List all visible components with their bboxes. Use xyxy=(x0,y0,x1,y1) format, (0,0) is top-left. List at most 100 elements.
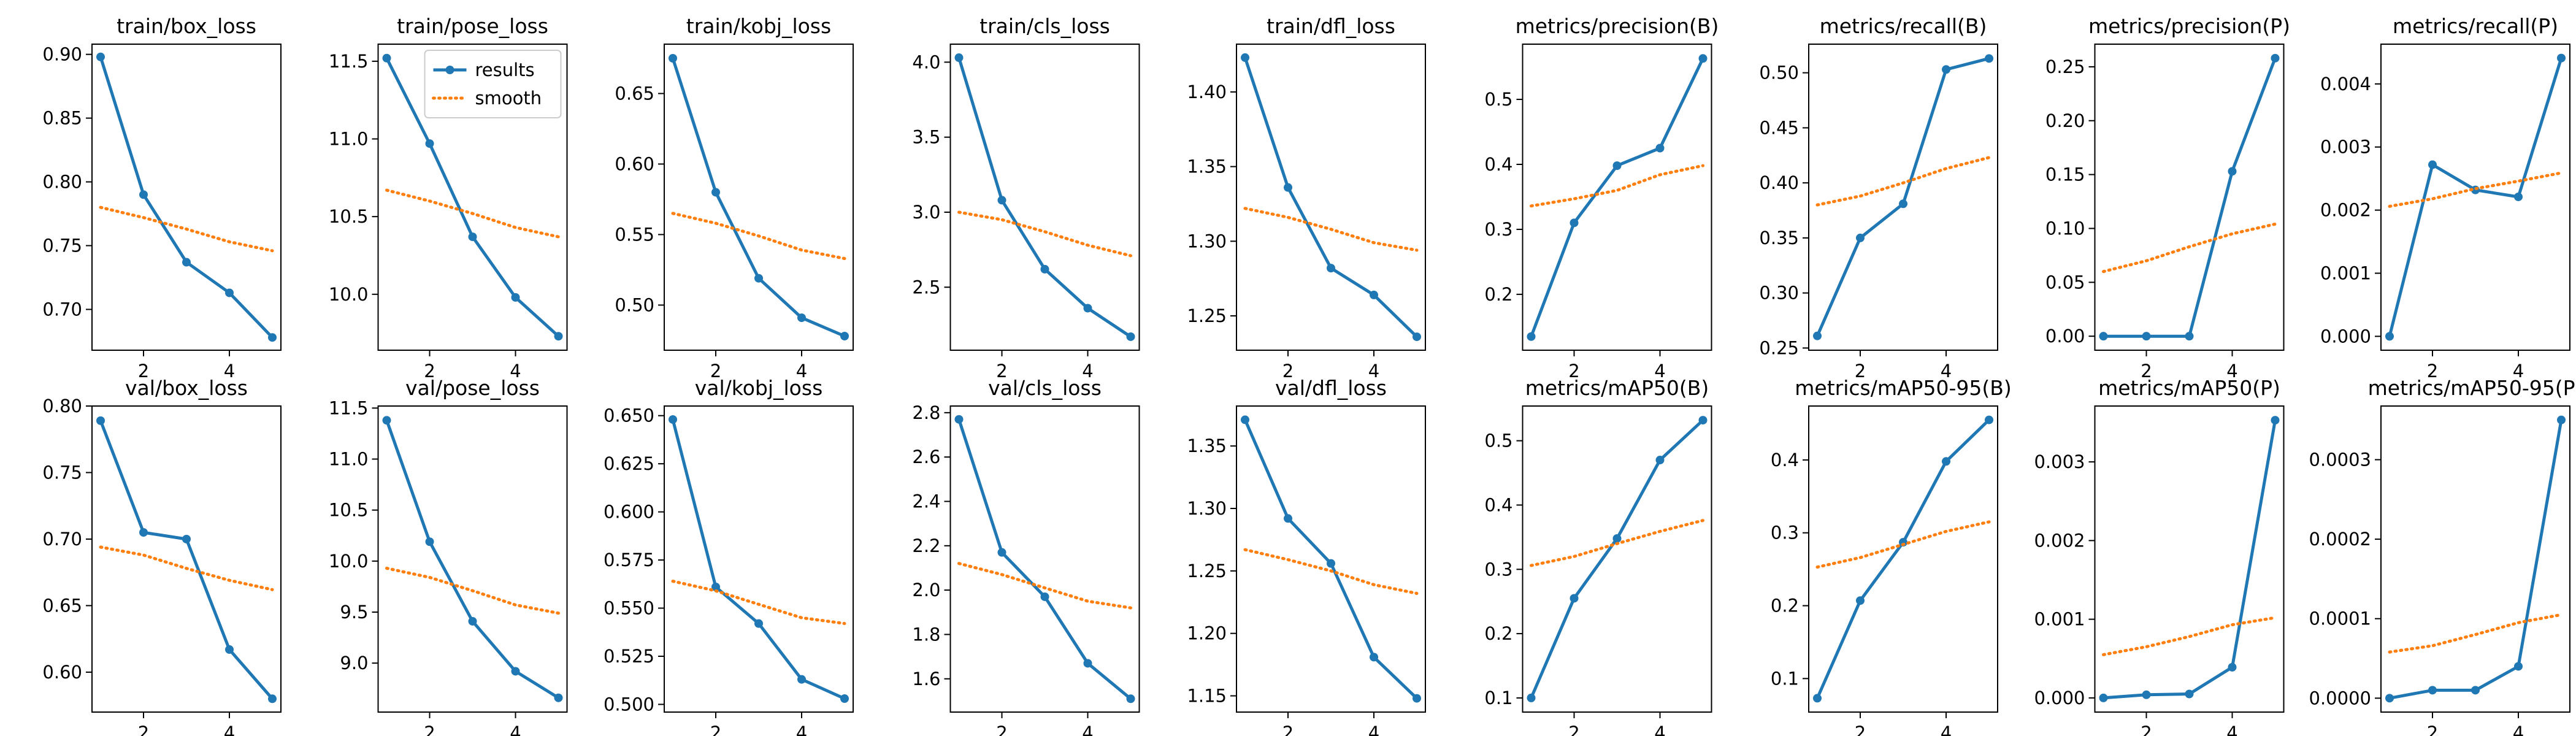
y-tick-label: 11.0 xyxy=(329,129,369,150)
y-tick-label: 0.002 xyxy=(2320,200,2371,221)
results-data-point xyxy=(797,313,806,323)
results-data-point xyxy=(268,333,277,342)
subplot-title: train/cls_loss xyxy=(979,14,1110,38)
y-tick-label: 0.1 xyxy=(1771,668,1799,689)
axes-frame xyxy=(1808,44,1998,351)
axes-frame xyxy=(1522,44,1712,351)
results-data-point xyxy=(1413,332,1421,342)
y-tick-label: 1.25 xyxy=(1187,561,1227,581)
results-data-point xyxy=(1083,304,1092,313)
results-data-point xyxy=(1655,456,1665,465)
smooth-series-line xyxy=(1243,548,1419,595)
subplot: val/box_loss 0.60 0.65 0.70 0.75 0.80 2 4 xyxy=(42,376,282,736)
x-tick-label: 2 xyxy=(1568,723,1579,736)
results-data-point xyxy=(954,415,964,424)
subplot-title: val/dfl_loss xyxy=(1275,376,1387,400)
x-tick-label: 4 xyxy=(2226,361,2237,381)
subplot: val/pose_loss 9.0 9.5 10.0 10.5 11.0 11.5 2 4 xyxy=(329,376,568,736)
subplot: metrics/mAP50(B) 0.1 0.2 0.3 0.4 0.5 2 4 xyxy=(1484,376,1712,736)
results-data-point xyxy=(1126,694,1135,703)
y-tick-label: 0.65 xyxy=(42,595,82,616)
results-data-point xyxy=(1570,594,1579,603)
axes-frame xyxy=(2380,44,2570,351)
x-tick-label: 4 xyxy=(1941,723,1952,736)
x-tick-label: 2 xyxy=(1282,361,1294,381)
y-tick-label: 11.0 xyxy=(329,448,369,469)
results-series-line xyxy=(1530,58,1704,337)
results-data-point xyxy=(1856,596,1865,605)
x-tick-label: 2 xyxy=(138,723,149,736)
results-data-point xyxy=(139,190,148,199)
results-data-point xyxy=(2471,686,2480,695)
legend-results-label: results xyxy=(475,59,535,80)
y-tick-label: 0.70 xyxy=(42,529,82,550)
results-series-line xyxy=(385,420,559,699)
results-series-line xyxy=(957,418,1132,700)
y-tick-label: 1.15 xyxy=(1187,686,1227,707)
results-data-point xyxy=(2385,694,2394,703)
subplot: train/pose_loss 10.0 10.5 11.0 11.5 2 4 results… xyxy=(329,14,568,381)
x-tick-label: 4 xyxy=(2226,723,2237,736)
axes-frame xyxy=(949,44,1140,351)
subplot-title: metrics/mAP50(P) xyxy=(2098,376,2280,400)
results-series-line xyxy=(671,419,846,700)
y-tick-label: 1.25 xyxy=(1187,305,1227,326)
legend-frame xyxy=(424,50,562,118)
y-tick-label: 0.45 xyxy=(1759,117,1799,138)
y-tick-label: 10.0 xyxy=(329,551,369,572)
results-data-point xyxy=(2271,416,2280,425)
smooth-series-line xyxy=(2102,616,2277,656)
results-data-point xyxy=(468,616,477,626)
results-data-point xyxy=(840,694,849,703)
results-data-point xyxy=(2185,332,2194,341)
results-data-point xyxy=(2228,167,2237,176)
smooth-series-line xyxy=(99,205,274,253)
results-data-point xyxy=(382,416,391,425)
y-tick-label: 0.600 xyxy=(604,502,654,523)
axes-frame xyxy=(91,405,282,713)
results-data-point xyxy=(468,232,477,242)
results-data-point xyxy=(669,415,677,424)
results-series-line xyxy=(2389,420,2563,700)
y-tick-label: 0.4 xyxy=(1771,450,1799,470)
x-tick-label: 2 xyxy=(424,723,435,736)
y-tick-label: 2.2 xyxy=(912,535,940,556)
y-tick-label: 0.1 xyxy=(1484,688,1512,708)
results-data-point xyxy=(1327,264,1335,273)
x-tick-label: 2 xyxy=(2141,723,2152,736)
subplot-title: val/kobj_loss xyxy=(695,376,823,400)
x-tick-label: 4 xyxy=(1941,361,1952,381)
smooth-series-line xyxy=(99,545,274,591)
results-data-point xyxy=(554,332,563,341)
results-data-point xyxy=(2514,662,2523,671)
subplot-title: train/kobj_loss xyxy=(686,14,831,38)
y-tick-label: 0.5 xyxy=(1484,431,1512,451)
y-tick-label: 3.0 xyxy=(912,202,940,223)
y-tick-label: 10.0 xyxy=(329,284,369,305)
y-tick-label: 0.60 xyxy=(615,153,654,174)
y-tick-label: 1.8 xyxy=(912,624,940,645)
subplot: train/box_loss 0.70 0.75 0.80 0.85 0.90 2 4 xyxy=(42,14,282,381)
subplot: train/cls_loss 2.5 3.0 3.5 4.0 2 4 xyxy=(912,14,1140,381)
y-tick-label: 0.0002 xyxy=(2309,529,2371,550)
y-tick-label: 0.004 xyxy=(2320,74,2371,94)
y-tick-label: 0.65 xyxy=(615,83,654,104)
results-data-point xyxy=(1370,290,1378,299)
results-series-line xyxy=(1815,56,1990,337)
y-tick-label: 0.85 xyxy=(42,108,82,129)
x-tick-label: 2 xyxy=(1568,361,1579,381)
x-tick-label: 2 xyxy=(1855,723,1866,736)
axes-frame xyxy=(664,44,854,351)
subplot-title: metrics/mAP50(B) xyxy=(1525,376,1709,400)
results-data-point xyxy=(1040,264,1049,274)
y-tick-label: 0.001 xyxy=(2034,609,2085,630)
results-series-line xyxy=(1243,57,1418,338)
y-tick-label: 0.75 xyxy=(42,236,82,256)
subplot-title: metrics/mAP50-95(B) xyxy=(1795,376,2011,400)
results-data-point xyxy=(1040,592,1049,601)
results-data-point xyxy=(2385,332,2394,341)
y-tick-label: 0.3 xyxy=(1484,559,1512,580)
y-tick-label: 0.3 xyxy=(1484,219,1512,240)
results-data-point xyxy=(382,53,391,63)
